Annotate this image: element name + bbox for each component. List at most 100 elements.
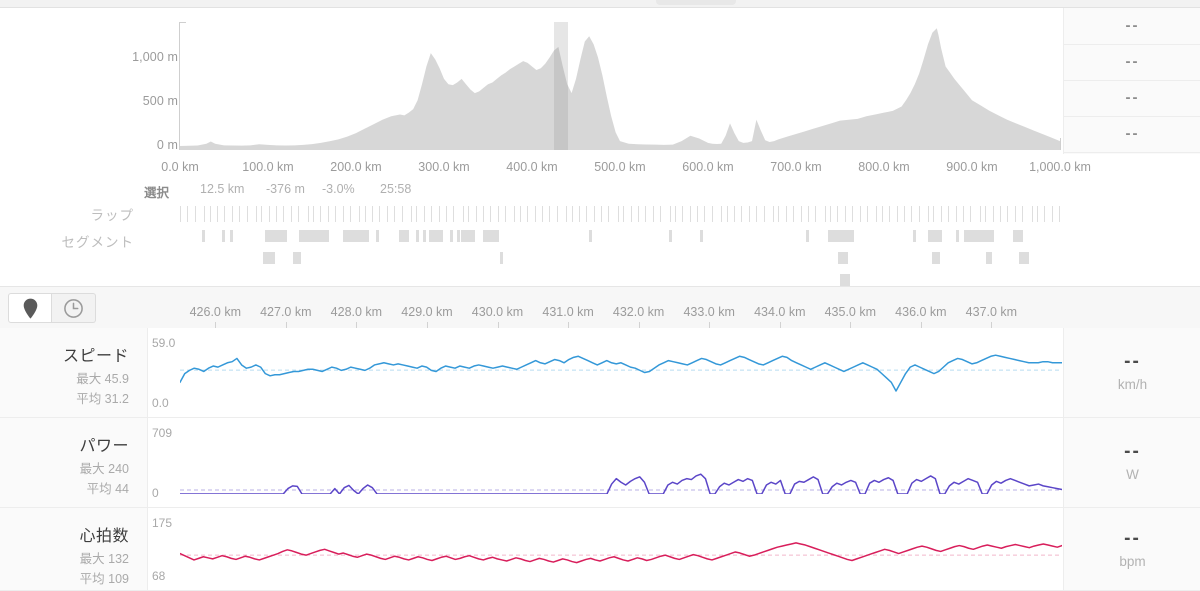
lap-tick[interactable] [852, 206, 854, 222]
segment-block[interactable] [828, 230, 854, 242]
lap-tick[interactable] [1036, 206, 1038, 222]
lap-tick[interactable] [979, 206, 981, 222]
lap-tick[interactable] [327, 206, 329, 222]
lap-tick[interactable] [955, 206, 957, 222]
lap-tick[interactable] [290, 206, 292, 222]
lap-tick[interactable] [514, 206, 516, 222]
lap-tick[interactable] [638, 206, 639, 222]
lap-tick[interactable] [601, 206, 602, 222]
lap-tick[interactable] [372, 206, 374, 222]
segment-block[interactable] [986, 252, 992, 264]
lap-tick[interactable] [578, 206, 580, 222]
lap-tick[interactable] [482, 206, 484, 222]
segment-block[interactable] [222, 230, 225, 242]
lap-tick[interactable] [438, 206, 440, 222]
segment-block[interactable] [928, 230, 942, 242]
lap-tick[interactable] [571, 206, 573, 222]
lap-tick[interactable] [645, 206, 647, 222]
lap-tick[interactable] [1059, 206, 1060, 222]
lap-tick[interactable] [239, 206, 241, 222]
lap-tick[interactable] [1014, 206, 1016, 222]
lap-tick[interactable] [911, 206, 913, 222]
lap-tick[interactable] [734, 206, 735, 222]
segment-block[interactable] [343, 230, 369, 242]
lap-tick[interactable] [940, 206, 942, 222]
lap-tick[interactable] [970, 206, 972, 222]
lap-tick[interactable] [490, 206, 492, 222]
segment-block[interactable] [399, 230, 409, 242]
metric-plot-speed[interactable] [180, 340, 1062, 404]
lap-tick[interactable] [423, 206, 425, 222]
lap-tick[interactable] [586, 206, 588, 222]
lap-tick[interactable] [1022, 206, 1024, 222]
lap-tick[interactable] [844, 206, 846, 222]
lap-tick[interactable] [462, 206, 464, 222]
elevation-overview-chart[interactable]: 1,000 m 500 m 0 m 0.0 km 100.0 km 200.0 km 30… [0, 8, 1200, 186]
lap-tick[interactable] [807, 206, 809, 222]
lap-tick[interactable] [534, 206, 536, 222]
lap-tick[interactable] [180, 206, 181, 222]
lap-tick[interactable] [475, 206, 477, 222]
segment-block[interactable] [230, 230, 233, 242]
lap-tick[interactable] [778, 206, 780, 222]
lap-tick[interactable] [985, 206, 987, 222]
segment-block[interactable] [1013, 230, 1023, 242]
segment-block[interactable] [265, 230, 287, 242]
segment-block[interactable] [483, 230, 499, 242]
clock-button[interactable] [52, 293, 96, 323]
segment-block[interactable] [956, 230, 959, 242]
segment-block[interactable] [838, 252, 848, 264]
lap-tick[interactable] [933, 206, 935, 222]
map-pin-button[interactable] [8, 293, 52, 323]
segment-block[interactable] [423, 230, 426, 242]
lap-tick[interactable] [224, 206, 226, 222]
lap-tick[interactable] [519, 206, 521, 222]
lap-tick[interactable] [763, 206, 765, 222]
lap-tick[interactable] [541, 206, 543, 222]
metric-plot-power[interactable] [180, 430, 1062, 494]
lap-tick[interactable] [1044, 206, 1046, 222]
lap-tick[interactable] [726, 206, 728, 222]
lap-tick[interactable] [468, 206, 470, 222]
lap-tick[interactable] [549, 206, 551, 222]
lap-tick[interactable] [194, 206, 196, 222]
segment-block[interactable] [840, 274, 850, 286]
summary-stat-row[interactable]: -- [1064, 9, 1200, 45]
lap-tick[interactable] [379, 206, 381, 222]
segment-block[interactable] [416, 230, 419, 242]
lap-tick[interactable] [704, 206, 706, 222]
lap-tick[interactable] [401, 206, 403, 222]
segment-block[interactable] [429, 230, 443, 242]
metric-row-power[interactable]: パワー 最大 240 平均 44 709 0 -- W [0, 418, 1200, 508]
lap-tick[interactable] [793, 206, 795, 222]
lap-tick[interactable] [608, 206, 610, 222]
lap-tick[interactable] [216, 206, 218, 222]
summary-stat-row[interactable]: -- [1064, 81, 1200, 117]
metric-row-heartrate[interactable]: 心拍数 最大 132 平均 109 175 68 -- bpm [0, 508, 1200, 591]
lap-tick[interactable] [342, 206, 344, 222]
summary-stat-row[interactable]: -- [1064, 45, 1200, 81]
lap-tick[interactable] [785, 206, 787, 222]
lap-tick[interactable] [556, 206, 558, 222]
lap-tick[interactable] [283, 206, 285, 222]
lap-tick[interactable] [623, 206, 625, 222]
lap-tick[interactable] [445, 206, 447, 222]
lap-tick[interactable] [320, 206, 322, 222]
lap-tick[interactable] [617, 206, 619, 222]
segments-track[interactable] [180, 230, 1062, 286]
lap-tick[interactable] [992, 206, 994, 222]
metric-plot-heartrate[interactable] [180, 520, 1062, 577]
segment-block[interactable] [978, 230, 994, 242]
lap-tick[interactable] [364, 206, 366, 222]
elevation-selection-band[interactable] [554, 22, 569, 150]
lap-tick[interactable] [209, 206, 211, 222]
segment-block[interactable] [457, 230, 460, 242]
lap-tick[interactable] [889, 206, 891, 222]
lap-tick[interactable] [411, 206, 412, 222]
lap-tick[interactable] [630, 206, 632, 222]
lap-tick[interactable] [963, 206, 964, 222]
lap-tick[interactable] [261, 206, 263, 222]
lap-tick[interactable] [881, 206, 883, 222]
lap-tick[interactable] [721, 206, 723, 222]
lap-tick[interactable] [187, 206, 189, 222]
